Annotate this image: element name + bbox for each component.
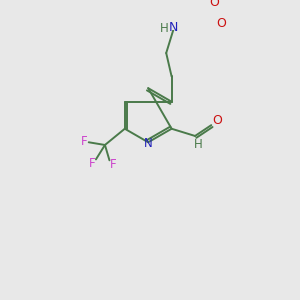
- Text: O: O: [216, 17, 226, 30]
- Text: F: F: [110, 158, 116, 171]
- Text: N: N: [169, 21, 178, 34]
- Text: F: F: [81, 135, 88, 148]
- Text: O: O: [213, 114, 223, 127]
- Text: F: F: [89, 158, 96, 170]
- Text: N: N: [144, 137, 153, 150]
- Text: H: H: [194, 139, 202, 152]
- Text: H: H: [160, 22, 169, 35]
- Text: O: O: [209, 0, 219, 9]
